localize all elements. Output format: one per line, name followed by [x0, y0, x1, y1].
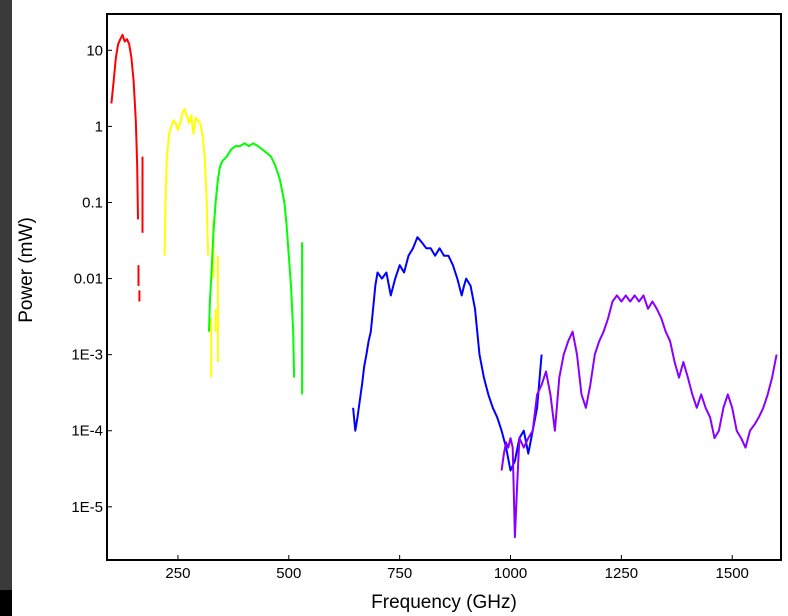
- plot-frame: [106, 13, 782, 561]
- x-tick-label: 250: [165, 565, 190, 582]
- series-layer: [110, 33, 778, 539]
- x-tick-label: 1000: [494, 565, 527, 582]
- left-edge-strip-bottom: [0, 590, 12, 616]
- series-1-line: [110, 33, 139, 220]
- series-3-line: [208, 142, 296, 378]
- series-3: [208, 142, 304, 395]
- x-tick-label: 1500: [716, 565, 749, 582]
- y-tick-label: 0.1: [82, 194, 103, 211]
- series-2-line: [163, 107, 210, 256]
- y-tick-label: 1E-4: [71, 423, 103, 440]
- x-axis: 250 500 750 1000 1250 1500: [165, 555, 749, 582]
- series-1: [110, 33, 144, 302]
- x-tick-label: 1250: [605, 565, 638, 582]
- y-axis-title: Power (mW): [16, 217, 37, 323]
- x-axis-title: Frequency (GHz): [371, 592, 517, 613]
- y-tick-label: 10: [86, 42, 103, 59]
- x-tick-label: 750: [387, 565, 412, 582]
- series-5: [500, 294, 778, 539]
- y-tick-label: 1E-5: [71, 499, 103, 516]
- y-tick-label: 0.01: [74, 271, 103, 288]
- series-5-line: [500, 294, 778, 539]
- x-tick-label: 500: [276, 565, 301, 582]
- y-axis: 10 1 0.1 0.01 1E-3 1E-4 1E-5: [71, 42, 112, 516]
- y-tick-label: 1E-3: [71, 347, 103, 364]
- y-tick-label: 1: [95, 118, 103, 135]
- left-edge-strip: [0, 0, 12, 616]
